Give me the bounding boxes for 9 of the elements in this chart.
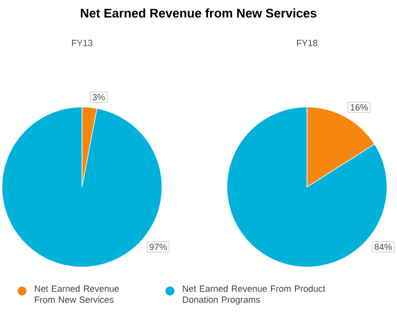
data-label: 3% (92, 94, 105, 100)
legend-label: Net Earned Revenue From Product Donation Programs (182, 285, 326, 305)
legend-label: Net Earned Revenue From New Services (34, 285, 119, 303)
data-label: 97% (150, 244, 167, 250)
data-label: 84% (374, 244, 392, 250)
data-label: 16% (350, 104, 368, 110)
chart-subtitle: FY13 (72, 40, 92, 46)
chart-title: Net Earned Revenue from New Services (80, 8, 316, 18)
chart-subtitle: FY18 (296, 40, 318, 46)
